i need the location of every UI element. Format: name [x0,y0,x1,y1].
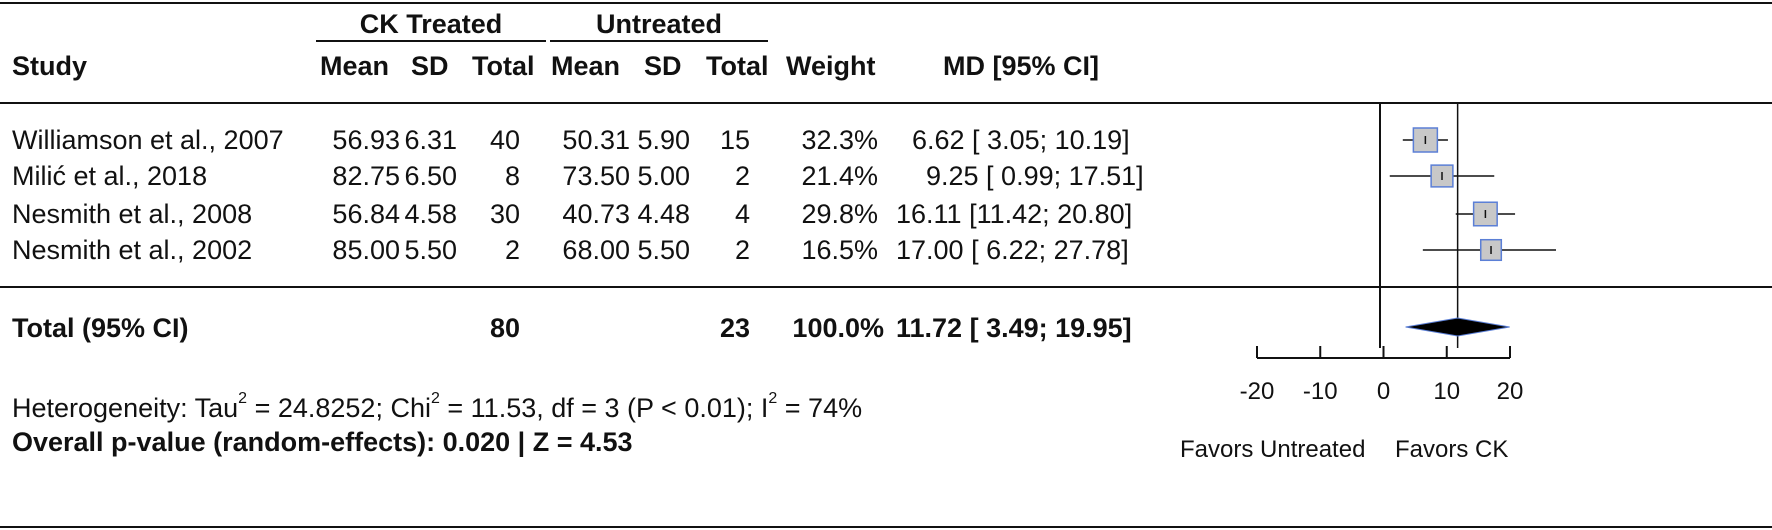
treated-total: 8 [504,161,520,191]
study-name: Nesmith et al., 2008 [12,199,253,229]
treated-sd: 6.31 [404,125,457,155]
x-tick-label: 0 [1376,378,1391,405]
col-header-weight: Weight [786,51,876,81]
total-treated: 80 [489,313,520,343]
untreated-mean: 40.73 [562,199,630,229]
treated-mean: 56.93 [332,125,400,155]
col-header-t-sd: SD [411,51,449,81]
overall-p-value: Overall p-value (random-effects): 0.020 … [12,427,633,457]
study-name: Williamson et al., 2007 [12,125,284,155]
top-rule [0,2,1772,4]
treated-mean: 56.84 [332,199,400,229]
md-ci: 17.00 [ 6.22; 27.78] [896,235,1129,265]
group-header-untreated: Untreated [595,9,723,39]
col-header-study: Study [12,51,88,81]
weight: 16.5% [801,235,878,265]
untreated-total: 4 [734,199,750,229]
x-tick-label: -10 [1302,378,1338,405]
total-md-ci: 11.72 [ 3.49; 19.95] [896,313,1132,343]
treated-total: 30 [489,199,520,229]
total-weight: 100.0% [792,313,884,343]
untreated-mean: 73.50 [562,161,630,191]
untreated-total: 2 [734,235,750,265]
untreated-mean: 50.31 [562,125,630,155]
col-header-md: MD [95% CI] [943,51,1100,81]
untreated-sd: 5.50 [637,235,690,265]
col-header-u-total: Total [706,51,769,81]
col-header-u-mean: Mean [551,51,621,81]
pooled-diamond [1405,317,1510,337]
treated-mean: 82.75 [332,161,400,191]
total-label: Total (95% CI) [12,313,189,343]
treated-total: 2 [504,235,520,265]
treated-total: 40 [489,125,520,155]
group-header-treated: CK Treated [359,9,503,39]
study-name: Nesmith et al., 2002 [12,235,253,265]
weight: 21.4% [801,161,878,191]
bottom-rule [0,526,1772,528]
x-tick-label: 20 [1496,378,1524,405]
weight: 29.8% [801,199,878,229]
md-ci: 9.25 [ 0.99; 17.51] [926,161,1144,191]
study-name: Milić et al., 2018 [12,161,208,191]
favors-right-label: Favors CK [1395,436,1509,463]
untreated-mean: 68.00 [562,235,630,265]
group-underline-treated [316,40,546,42]
col-header-t-total: Total [472,51,535,81]
col-header-u-sd: SD [644,51,682,81]
group-underline-untreated [550,40,768,42]
md-ci: 16.11 [11.42; 20.80] [896,199,1133,229]
treated-mean: 85.00 [332,235,400,265]
x-tick-label: 10 [1433,378,1461,405]
untreated-sd: 5.90 [637,125,690,155]
weight: 32.3% [801,125,878,155]
x-tick-label: -20 [1239,378,1275,405]
untreated-sd: 5.00 [637,161,690,191]
totals-rule [0,286,1772,288]
treated-sd: 5.50 [404,235,457,265]
total-untreated: 23 [719,313,750,343]
heterogeneity-text: Heterogeneity: Tau2 = 24.8252; Chi2 = 11… [12,390,863,424]
treated-sd: 4.58 [404,199,457,229]
header-rule [0,102,1772,104]
treated-sd: 6.50 [404,161,457,191]
untreated-total: 2 [734,161,750,191]
favors-left-label: Favors Untreated [1180,436,1366,463]
untreated-total: 15 [719,125,750,155]
md-ci: 6.62 [ 3.05; 10.19] [912,125,1130,155]
untreated-sd: 4.48 [637,199,690,229]
col-header-t-mean: Mean [320,51,390,81]
